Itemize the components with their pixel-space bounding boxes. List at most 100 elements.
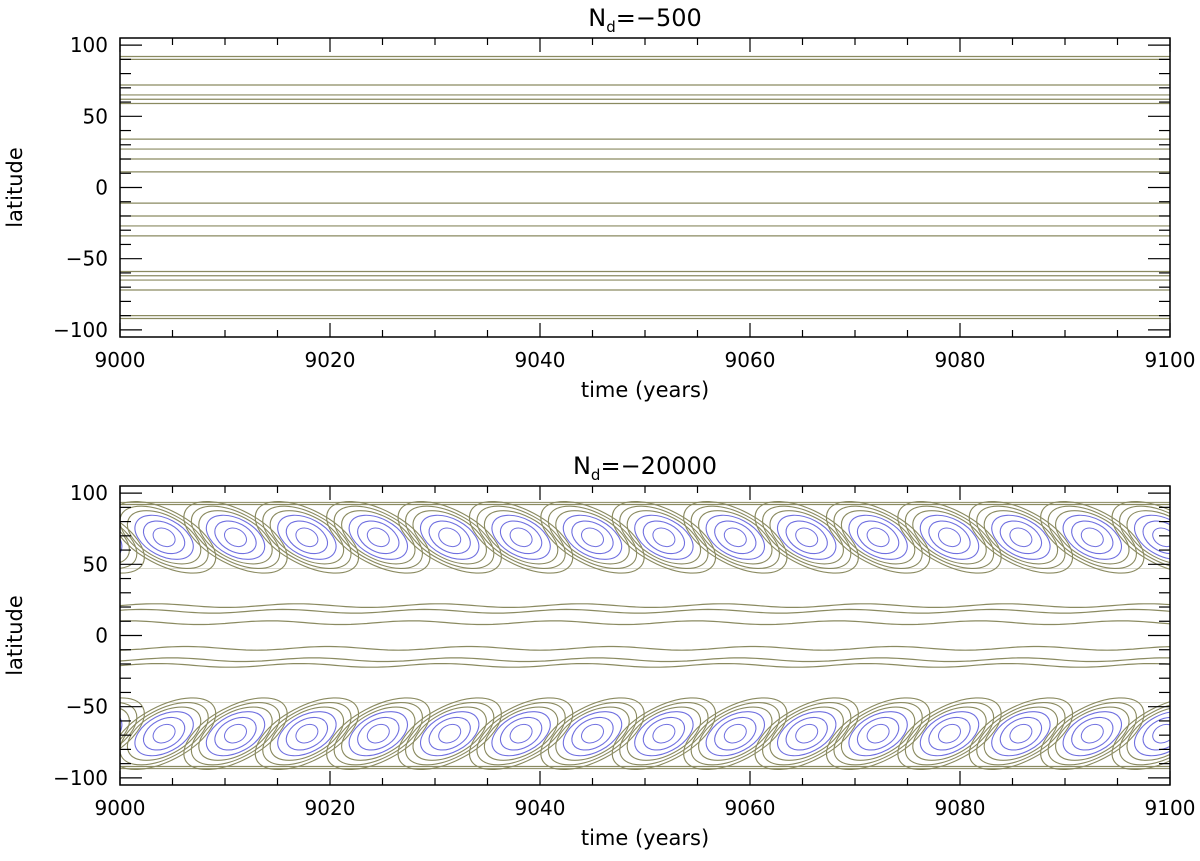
y-tick-label: −100 — [53, 766, 108, 790]
contour-cell — [254, 697, 360, 771]
contour-cell — [224, 527, 247, 548]
contour-cell — [491, 711, 551, 757]
contour-cell — [983, 510, 1059, 565]
contour-cell — [190, 505, 281, 570]
contour-cell — [1040, 500, 1145, 574]
x-tick-label: 9000 — [95, 348, 146, 372]
contour-cell — [723, 723, 747, 744]
contour-cell — [571, 716, 614, 751]
contour-cell — [547, 701, 638, 766]
contour-cell — [1181, 690, 1200, 778]
contour-cell — [825, 500, 931, 574]
contour-cell — [1071, 520, 1114, 555]
contour-cell — [7, 524, 35, 550]
contour-cell — [1119, 505, 1170, 570]
contour-cell — [540, 500, 645, 574]
contour-cell — [698, 706, 773, 761]
contour-cell — [190, 701, 281, 766]
contour-cell — [269, 706, 345, 761]
contour-cell — [619, 505, 709, 570]
contour-cell — [326, 697, 431, 771]
contour-cell — [897, 500, 1002, 574]
x-tick-label: 9040 — [515, 348, 566, 372]
contour-cell — [341, 510, 416, 565]
contour-cell — [762, 505, 852, 570]
chart-title: Nd=−20000 — [573, 452, 717, 484]
y-tick-label: 50 — [83, 552, 108, 576]
contour-cell — [262, 505, 352, 570]
contour-cell — [285, 520, 329, 555]
contour-cell — [120, 701, 209, 766]
contour-cell — [840, 706, 916, 761]
contour-cell — [848, 514, 908, 560]
contour-cell — [0, 500, 67, 575]
contour-cell — [142, 520, 186, 555]
contour-cell — [705, 711, 765, 757]
contour-cell — [348, 711, 408, 757]
contour-cell — [120, 701, 138, 766]
contour-cell — [269, 510, 345, 565]
contour-line — [120, 620, 1170, 626]
contour-cell — [277, 514, 337, 560]
contour-cell — [397, 500, 502, 574]
contour-cell — [866, 723, 890, 744]
contour-cell — [571, 520, 614, 555]
panel-1: 9000 9020 9040 9060 9080 9100 100 50 0 −50 −100 tim… — [3, 4, 1195, 402]
contour-cell — [438, 723, 462, 744]
title-symbol: N — [588, 4, 606, 32]
contour-line — [120, 603, 1170, 608]
y-tick-label: 0 — [95, 624, 108, 648]
contour-cell — [777, 711, 837, 757]
contour-cell — [611, 697, 717, 771]
contour-cell — [412, 706, 487, 761]
contour-cell — [1040, 697, 1145, 771]
contour-cell — [754, 500, 859, 574]
contour-cell — [785, 716, 828, 751]
title-symbol: N — [573, 452, 591, 480]
contour-cell — [366, 723, 390, 744]
contour-cell — [642, 716, 686, 751]
contour-cell — [555, 510, 630, 565]
contour-cell — [626, 510, 702, 565]
contour-cell — [968, 500, 1074, 574]
contour-cell — [428, 520, 471, 555]
contour-cell — [705, 514, 765, 560]
title-value: =−20000 — [600, 452, 717, 480]
contour-cell — [412, 510, 487, 565]
contour-cell — [1142, 716, 1170, 751]
contour-cell — [683, 697, 788, 771]
x-tick-label: 9080 — [935, 348, 986, 372]
contour-cell — [795, 723, 819, 744]
contour-cell — [0, 690, 75, 778]
contour-cell — [848, 711, 908, 757]
contour-cell — [983, 706, 1059, 761]
contour-cell — [1152, 723, 1170, 744]
y-axis-label: latitude — [3, 595, 27, 676]
contour-cell — [120, 500, 145, 574]
contour-cell — [683, 500, 788, 574]
y-tick-label: 100 — [70, 481, 108, 505]
contour-cell — [1071, 716, 1114, 751]
contour-cell — [1134, 711, 1170, 757]
contour-cell — [968, 697, 1074, 771]
panel-2: 9000 9020 9040 9060 9080 9100 100 50 0 −50 −100 tim… — [0, 452, 1200, 850]
y-tick-label: 0 — [95, 176, 108, 200]
contour-cell — [120, 510, 130, 565]
contour-cell — [1047, 505, 1137, 570]
contour-cell — [991, 711, 1051, 757]
contour-cell — [976, 701, 1066, 766]
contour-cell — [0, 696, 67, 771]
contour-cell — [1134, 514, 1170, 560]
contour-cell — [904, 701, 995, 766]
contour-cell — [126, 510, 202, 565]
contour-cell — [1009, 527, 1033, 548]
contour-cell — [0, 514, 47, 560]
contour-cell — [1009, 723, 1033, 744]
contour-cell — [562, 514, 623, 560]
contour-cell — [134, 711, 194, 757]
contour-cell — [1062, 711, 1122, 757]
contour-cell — [509, 527, 533, 548]
contour-cell — [348, 514, 408, 560]
contour-cell — [1047, 701, 1137, 766]
